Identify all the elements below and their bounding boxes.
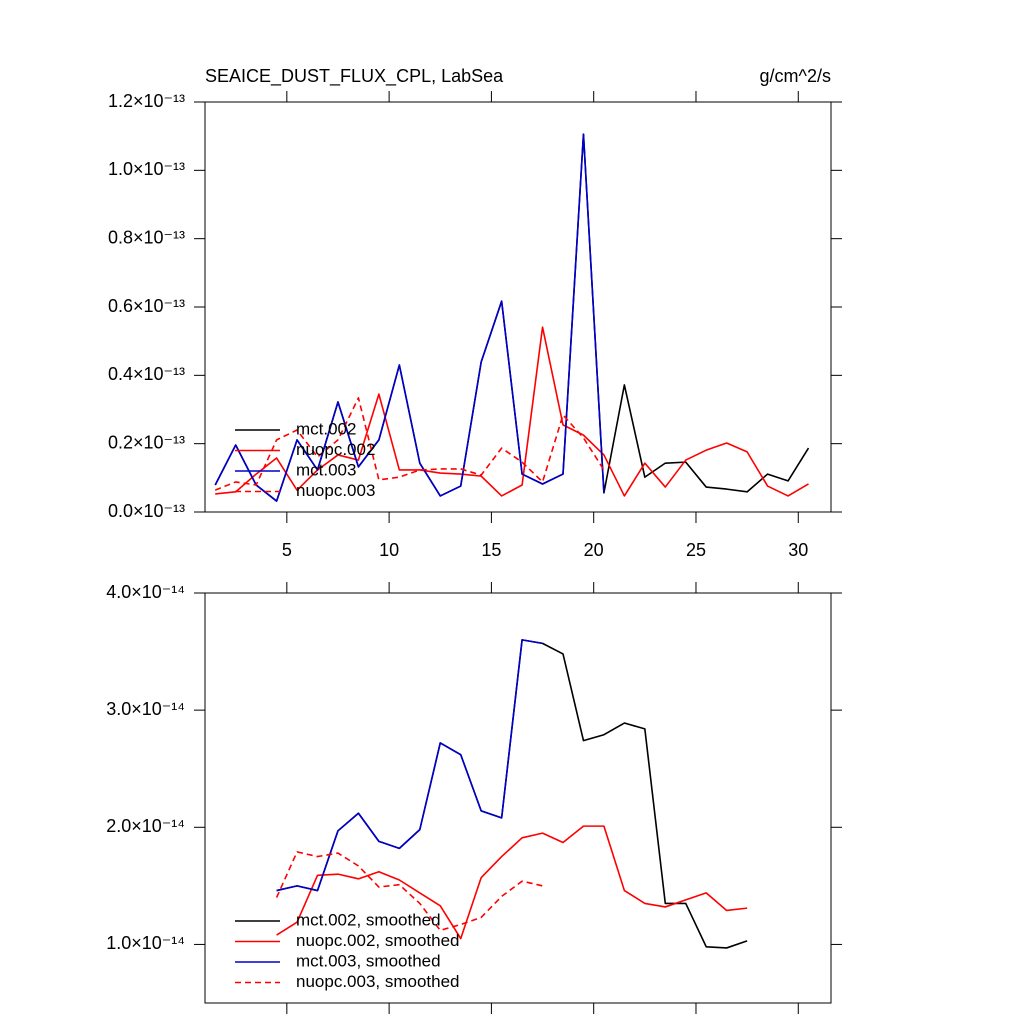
series-line (276, 639, 543, 892)
legend-label: nuopc.003, smoothed (296, 972, 460, 991)
legend-label: nuopc.003 (296, 481, 375, 500)
x-tick-label: 10 (379, 540, 399, 560)
x-tick-label: 30 (788, 540, 808, 560)
legend-label: nuopc.002 (296, 440, 375, 459)
x-tick-label: 20 (584, 540, 604, 560)
y-tick-label: 0.0×10⁻¹³ (108, 501, 185, 521)
y-tick-label: 1.0×10⁻¹³ (108, 159, 185, 179)
legend-label: mct.002 (296, 419, 356, 438)
y-tick-label: 0.6×10⁻¹³ (108, 296, 185, 316)
y-tick-label: 3.0×10⁻¹⁴ (106, 699, 185, 719)
series-line (276, 825, 748, 940)
series-line (214, 133, 605, 502)
series-line (275, 851, 543, 932)
y-tick-label: 1.0×10⁻¹⁴ (106, 933, 185, 953)
legend-label: mct.002, smoothed (296, 910, 441, 929)
legend-label: nuopc.002, smoothed (296, 931, 460, 950)
y-tick-label: 2.0×10⁻¹⁴ (106, 816, 185, 836)
x-tick-label: 5 (282, 540, 292, 560)
legend-label: mct.003 (296, 460, 356, 479)
plot-frame (204, 592, 832, 1004)
x-tick-label: 25 (686, 540, 706, 560)
y-tick-label: 1.2×10⁻¹³ (108, 91, 185, 111)
units-label: g/cm^2/s (760, 66, 831, 86)
y-tick-label: 0.8×10⁻¹³ (108, 227, 185, 247)
x-tick-label: 15 (481, 540, 501, 560)
series-line (214, 397, 605, 491)
y-tick-label: 4.0×10⁻¹⁴ (106, 582, 185, 602)
series-line (215, 326, 809, 497)
legend-label: mct.003, smoothed (296, 951, 441, 970)
y-tick-label: 0.4×10⁻¹³ (108, 364, 185, 384)
y-tick-label: 0.2×10⁻¹³ (108, 432, 185, 452)
chart-title: SEAICE_DUST_FLUX_CPL, LabSea (205, 66, 504, 87)
